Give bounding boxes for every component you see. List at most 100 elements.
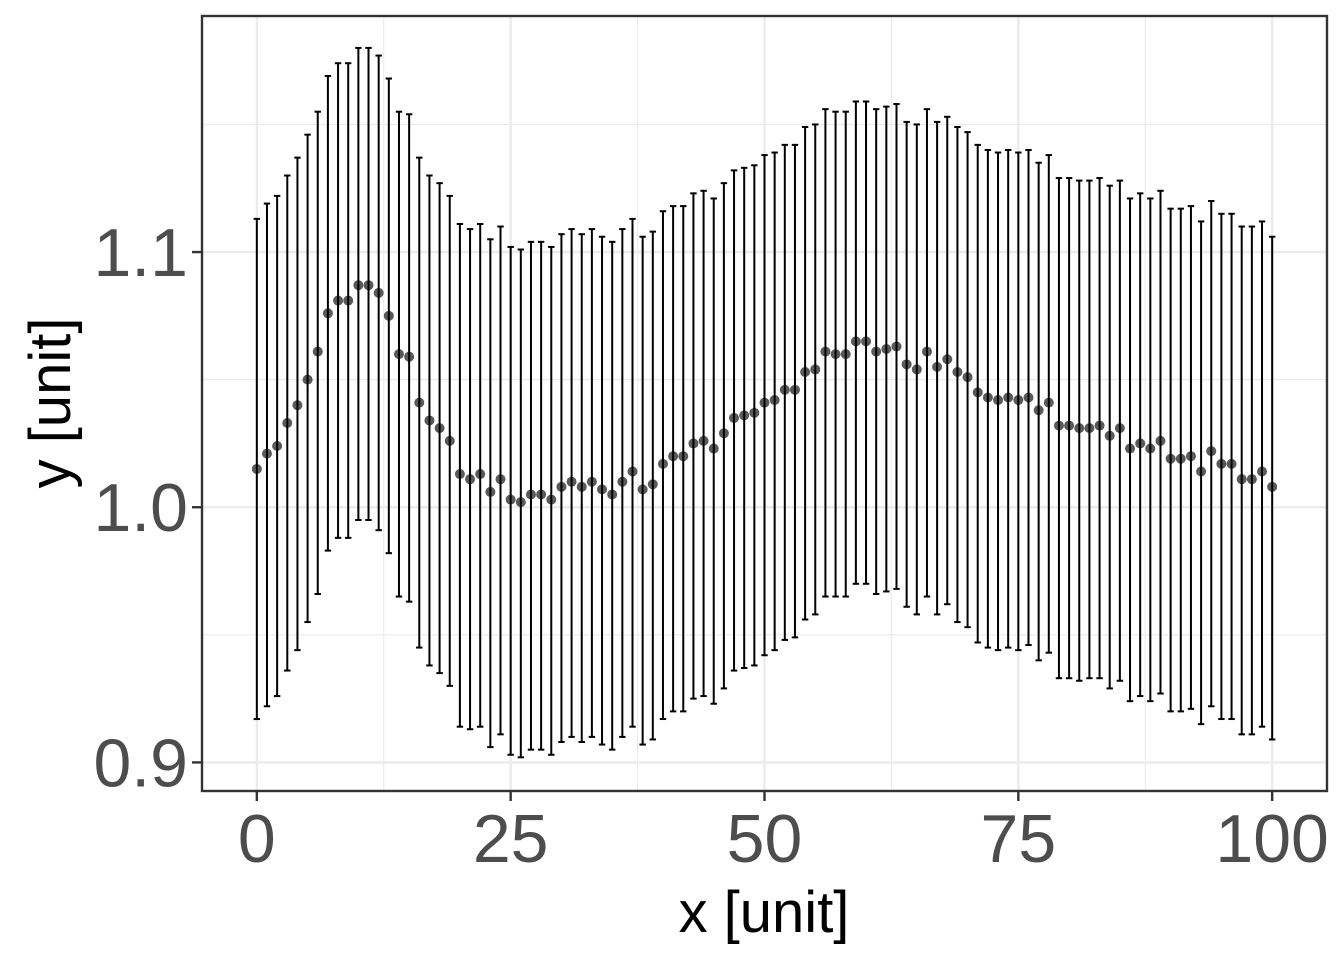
data-point [282, 418, 293, 429]
data-point [820, 346, 831, 357]
x-tick-labels: 0 25 50 75 100 [238, 801, 1329, 877]
y-tick-label: 1.0 [93, 470, 188, 546]
y-tick-label: 1.1 [93, 215, 188, 291]
x-tick-label: 75 [981, 801, 1057, 877]
data-point [637, 484, 648, 495]
data-point [1023, 392, 1034, 403]
data-point [525, 489, 536, 500]
data-point [921, 346, 932, 357]
x-axis-title: x [unit] [679, 880, 850, 945]
data-point [373, 287, 384, 298]
data-point [556, 481, 567, 492]
data-point [1226, 458, 1237, 469]
data-point [393, 349, 404, 360]
data-point [607, 489, 618, 500]
data-point [1196, 466, 1207, 477]
data-point [932, 361, 943, 372]
data-point [789, 384, 800, 395]
data-point [444, 435, 455, 446]
y-tick-labels: 0.9 1.0 1.1 [93, 215, 188, 801]
data-point [759, 397, 770, 408]
data-point [982, 392, 993, 403]
data-point [871, 346, 882, 357]
data-points [251, 280, 1278, 508]
data-point [779, 384, 790, 395]
data-point [566, 476, 577, 487]
data-point [1206, 446, 1217, 457]
axis-ticks [192, 250, 1274, 801]
data-point [901, 359, 912, 370]
data-point [1236, 474, 1247, 485]
data-point [1246, 474, 1257, 485]
data-point [1216, 458, 1227, 469]
data-point [739, 410, 750, 421]
data-point [546, 494, 557, 505]
data-point [597, 484, 608, 495]
data-point [993, 395, 1004, 406]
data-point [1104, 430, 1115, 441]
data-point [363, 280, 374, 291]
data-point [1094, 420, 1105, 431]
data-point [343, 295, 354, 306]
data-point [1084, 423, 1095, 434]
data-point [1074, 423, 1085, 434]
data-point [454, 469, 465, 480]
data-point [911, 364, 922, 375]
data-point [698, 435, 709, 446]
data-point [272, 440, 283, 451]
data-point [261, 448, 272, 459]
data-point [627, 466, 638, 477]
data-point [1043, 397, 1054, 408]
data-point [1165, 453, 1176, 464]
data-point [475, 469, 486, 480]
y-axis-title: y [unit] [18, 318, 83, 489]
data-point [830, 349, 841, 360]
data-point [505, 494, 516, 505]
data-point [840, 349, 851, 360]
data-point [485, 486, 496, 497]
data-point [1267, 481, 1278, 492]
x-tick-label: 100 [1215, 801, 1328, 877]
x-tick-label: 25 [473, 801, 549, 877]
data-point [708, 443, 719, 454]
data-point [1013, 395, 1024, 406]
data-point [434, 423, 445, 434]
data-point [353, 280, 364, 291]
data-point [810, 364, 821, 375]
data-point [333, 295, 344, 306]
y-tick-label: 0.9 [93, 725, 188, 801]
data-point [617, 476, 628, 487]
data-point [850, 336, 861, 347]
data-point [749, 407, 760, 418]
data-point [1175, 453, 1186, 464]
data-point [668, 451, 679, 462]
x-tick-label: 0 [238, 801, 276, 877]
data-point [1135, 438, 1146, 449]
data-point [414, 397, 425, 408]
data-point [678, 451, 689, 462]
data-point [251, 463, 262, 474]
data-point [495, 474, 506, 485]
data-point [1145, 443, 1156, 454]
data-point [769, 395, 780, 406]
data-point [404, 351, 415, 362]
data-point [536, 489, 547, 500]
data-point [465, 474, 476, 485]
data-point [647, 479, 658, 490]
data-point [515, 497, 526, 508]
data-point [891, 341, 902, 352]
data-point [424, 415, 435, 426]
x-tick-label: 50 [727, 801, 803, 877]
data-point [586, 476, 597, 487]
data-point [657, 458, 668, 469]
data-point [800, 366, 811, 377]
data-point [861, 336, 872, 347]
data-point [383, 310, 394, 321]
data-point [1125, 443, 1136, 454]
data-point [1155, 435, 1166, 446]
data-point [881, 344, 892, 355]
data-point [302, 374, 313, 385]
data-point [972, 387, 983, 398]
data-point [962, 372, 973, 383]
